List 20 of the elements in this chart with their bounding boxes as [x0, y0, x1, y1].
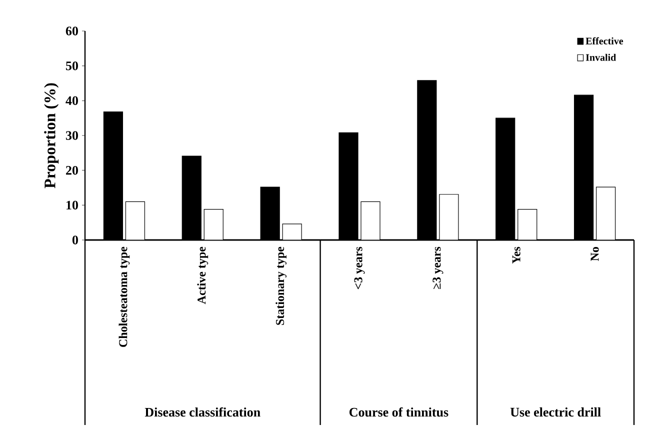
y-tick-label: 30	[66, 131, 78, 140]
legend-label: Effective	[586, 37, 624, 44]
y-axis-title: Proportion (%)	[44, 83, 59, 188]
y-tick-label: 50	[66, 61, 78, 70]
text: Course of tinnitus	[350, 407, 448, 417]
y-tick-label: 60	[66, 26, 78, 36]
y-tick-label: 40	[66, 96, 78, 106]
x-tick-label: No	[590, 247, 599, 261]
text: Disease classification	[144, 407, 260, 417]
y-tick-label: 20	[66, 166, 78, 175]
legend-label: Invalid	[586, 54, 616, 61]
y-tick-label: 0	[72, 236, 78, 244]
x-tick-label: Yes	[512, 246, 520, 264]
text: Use electric drill	[510, 407, 601, 417]
x-tick-label: ≥3 years	[432, 246, 444, 289]
x-tick-label: Cholesteatoma type	[118, 246, 130, 347]
x-tick-label: <3 years	[354, 246, 365, 290]
x-tick-label: Active type	[197, 246, 208, 304]
y-tick-label: 10	[66, 200, 78, 210]
x-tick-label: Stationary type	[276, 246, 287, 325]
